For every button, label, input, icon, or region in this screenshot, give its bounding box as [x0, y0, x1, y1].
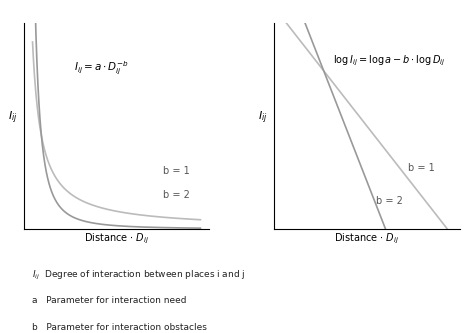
Y-axis label: $I_{ij}$: $I_{ij}$: [8, 110, 18, 126]
Text: $\log I_{ij} = \log a - b \cdot \log D_{ij}$: $\log I_{ij} = \log a - b \cdot \log D_{…: [333, 53, 446, 68]
Text: b = 2: b = 2: [163, 190, 190, 200]
Text: b = 1: b = 1: [163, 166, 190, 175]
Text: b = 2: b = 2: [376, 196, 403, 206]
Y-axis label: $I_{ij}$: $I_{ij}$: [258, 110, 268, 126]
Text: a   Parameter for interaction need: a Parameter for interaction need: [32, 296, 187, 305]
X-axis label: Distance $\cdot$ $D_{ij}$: Distance $\cdot$ $D_{ij}$: [84, 232, 149, 246]
Text: b   Parameter for interaction obstacles: b Parameter for interaction obstacles: [32, 323, 207, 332]
Text: $I_{ij}$  Degree of interaction between places i and j: $I_{ij}$ Degree of interaction between p…: [32, 269, 246, 282]
Text: b = 1: b = 1: [408, 164, 435, 173]
X-axis label: Distance $\cdot$ $D_{ij}$: Distance $\cdot$ $D_{ij}$: [334, 232, 400, 246]
Text: $I_{ij} = a \cdot D_{ij}^{-b}$: $I_{ij} = a \cdot D_{ij}^{-b}$: [74, 60, 129, 77]
